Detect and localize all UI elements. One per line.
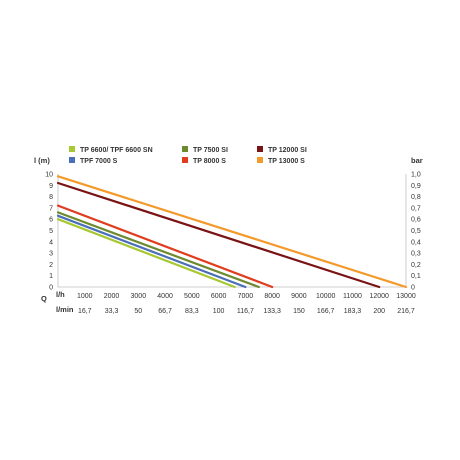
y2-tick-label: 0,2: [411, 262, 421, 269]
x-unit-lh: l/h: [56, 290, 65, 299]
legend-item: TP 12000 SI: [257, 146, 307, 154]
x-tick-label-lmin: 216,7: [397, 308, 415, 315]
y2-tick-labels: 0 0,1 0,2 0,3 0,4 0,5 0,6 0,7 0,8 0,9 1,0: [411, 172, 421, 292]
legend-swatch: [257, 157, 263, 163]
x-tick-label-lmin: 133,3: [263, 308, 281, 315]
legend-label: TPF 7000 S: [80, 158, 118, 165]
y-tick-label: 7: [49, 205, 53, 212]
series-line-6: [56, 175, 408, 289]
y2-tick-label: 0,9: [411, 183, 421, 190]
legend-item: TPF 7000 S: [69, 157, 118, 165]
x-tick-label-lh: 5000: [184, 293, 200, 300]
y2-tick-label: 0,3: [411, 251, 421, 258]
y-tick-label: 1: [49, 273, 53, 280]
x-tick-label-lh: 4000: [157, 293, 173, 300]
legend-swatch: [69, 146, 75, 152]
y2-tick-label: 1,0: [411, 172, 421, 179]
y2-tick-label: 0,1: [411, 273, 421, 280]
legend-label: TP 12000 SI: [268, 147, 307, 154]
legend-label: TP 13000 S: [268, 158, 305, 165]
x-tick-label-lh: 11000: [343, 293, 362, 300]
legend-item: TP 6600/ TPF 6600 SN: [69, 146, 153, 154]
x-tick-label-lh: 9000: [291, 293, 307, 300]
x-tick-labels-lh: 1000 2000 3000 4000 5000 6000 7000 8000 9000 1000…: [77, 293, 416, 300]
y-tick-label: 2: [49, 262, 53, 269]
x-tick-label-lmin: 83,3: [185, 308, 199, 315]
series-line-4: [56, 204, 274, 289]
series-lines: [56, 175, 408, 289]
x-tick-label-lh: 13000: [396, 293, 416, 300]
y-tick-label: 6: [49, 217, 53, 224]
x-tick-labels-lmin: 16,7 33,3 50 66,7 83,3 100 116,7 133,3 150 166,7 1…: [78, 308, 415, 315]
legend-label: TP 8000 S: [193, 158, 226, 165]
y-tick-label: 0: [49, 285, 53, 292]
x-tick-label-lh: 8000: [264, 293, 280, 300]
x-tick-label-lh: 2000: [104, 293, 120, 300]
y-tick-label: 5: [49, 228, 53, 235]
x-tick-label-lmin: 183,3: [344, 308, 362, 315]
y-tick-label: 3: [49, 251, 53, 258]
legend-label: TP 7500 SI: [193, 147, 228, 154]
y2-axis-label: bar: [411, 156, 423, 165]
x-unit-lmin: l/min: [56, 305, 74, 314]
legend: TP 6600/ TPF 6600 SN TPF 7000 S TP 7500 …: [69, 146, 307, 165]
y-tick-label: 10: [45, 172, 53, 179]
series-line-2: [56, 214, 247, 289]
legend-swatch: [257, 146, 263, 152]
x-tick-label-lh: 7000: [238, 293, 254, 300]
x-tick-label-lmin: 150: [293, 308, 305, 315]
series-line-5: [56, 181, 381, 289]
y2-tick-label: 0: [411, 285, 415, 292]
x-tick-label-lmin: 116,7: [237, 308, 254, 315]
y-tick-label: 4: [49, 239, 53, 246]
x-row-label: Q: [41, 294, 47, 303]
series-line-3: [56, 211, 260, 289]
legend-item: TP 13000 S: [257, 157, 305, 165]
x-tick-label-lh: 12000: [369, 293, 389, 300]
series-line-1: [56, 218, 236, 289]
x-tick-label-lmin: 100: [213, 308, 225, 315]
x-tick-label-lmin: 50: [134, 308, 142, 315]
x-tick-label-lmin: 200: [373, 308, 385, 315]
legend-item: TP 7500 SI: [182, 146, 228, 154]
y-tick-labels: 0 1 2 3 4 5 6 7 8 9 10: [45, 172, 53, 292]
x-tick-label-lmin: 66,7: [158, 308, 172, 315]
legend-item: TP 8000 S: [182, 157, 226, 165]
x-tick-label-lh: 10000: [316, 293, 336, 300]
y2-tick-label: 0,8: [411, 194, 421, 201]
y2-tick-label: 0,7: [411, 205, 421, 212]
y-tick-label: 9: [49, 183, 53, 190]
legend-label: TP 6600/ TPF 6600 SN: [80, 147, 153, 154]
y2-tick-label: 0,5: [411, 228, 421, 235]
x-tick-label-lmin: 33,3: [105, 308, 119, 315]
y2-tick-label: 0,4: [411, 239, 421, 246]
legend-swatch: [182, 157, 188, 163]
legend-swatch: [69, 157, 75, 163]
y2-tick-label: 0,6: [411, 217, 421, 224]
y-tick-label: 8: [49, 194, 53, 201]
x-tick-label-lh: 1000: [77, 293, 93, 300]
x-tick-label-lh: 3000: [131, 293, 147, 300]
x-tick-label-lh: 6000: [211, 293, 227, 300]
x-tick-label-lmin: 166,7: [317, 308, 335, 315]
y-axis-label: l (m): [34, 156, 50, 165]
legend-swatch: [182, 146, 188, 152]
x-tick-label-lmin: 16,7: [78, 308, 92, 315]
